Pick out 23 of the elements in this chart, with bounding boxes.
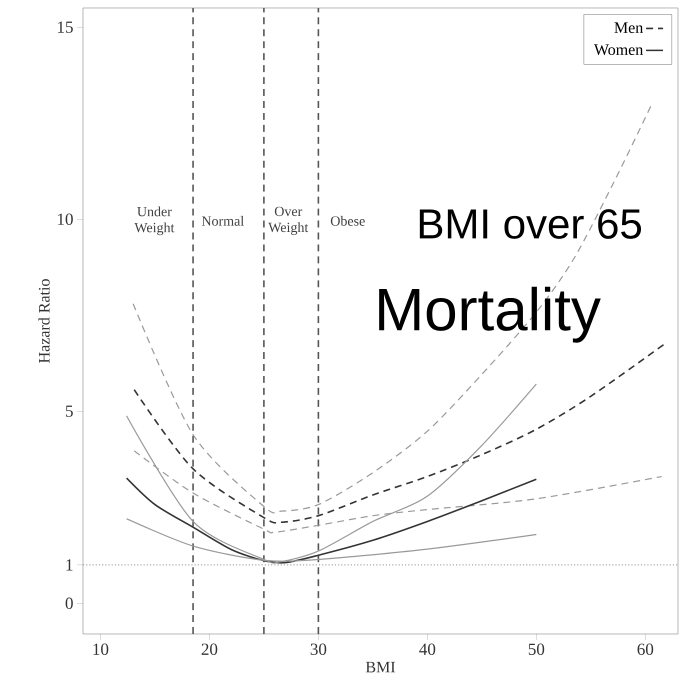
y-axis-title: Hazard Ratio — [38, 279, 50, 363]
annotation: BMI over 65 — [420, 209, 642, 239]
x-axis-title: BMI — [366, 662, 396, 672]
y-tick-label: 0 — [66, 598, 73, 610]
annotation: Mortality — [379, 286, 601, 343]
legend-label: Women — [594, 44, 644, 56]
line-series — [132, 103, 652, 513]
y-tick-label: 15 — [58, 22, 73, 33]
annotation: Over Weight — [268, 206, 308, 235]
y-tick-label: 5 — [66, 406, 73, 417]
y-tick-label: 1 — [66, 559, 72, 570]
legend-label: Men — [614, 22, 644, 34]
y-tick-label: 10 — [58, 213, 73, 225]
x-tick-label: 40 — [419, 644, 436, 655]
x-tick-label: 60 — [638, 644, 654, 655]
annotation: Obese — [330, 216, 365, 226]
annotation: Normal — [202, 216, 244, 226]
annotation: Under Weight — [134, 206, 174, 236]
line-series — [126, 477, 538, 564]
x-tick-label: 50 — [528, 644, 544, 655]
x-tick-label: 20 — [202, 644, 218, 655]
x-tick-label: 10 — [93, 644, 108, 655]
x-tick-label: 30 — [310, 644, 326, 655]
